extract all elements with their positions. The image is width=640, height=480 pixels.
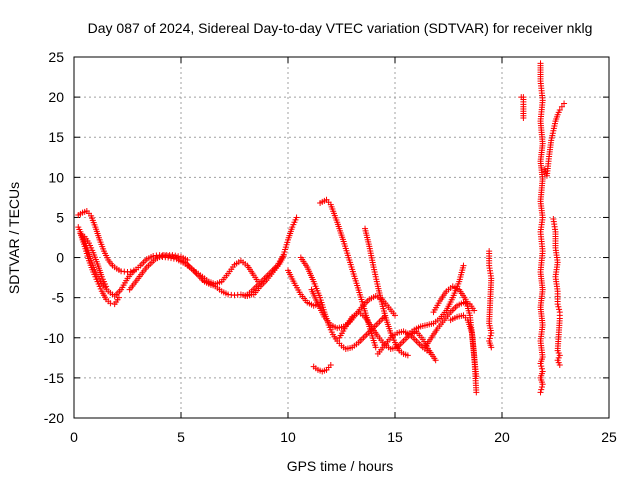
series-sat-i (250, 252, 287, 298)
data-point (107, 300, 114, 307)
data-point (404, 352, 411, 359)
data-point (372, 344, 379, 351)
y-tick-label: 10 (48, 169, 64, 185)
data-point (487, 332, 494, 339)
y-tick-label: -10 (44, 330, 64, 346)
series-sat-p (362, 225, 411, 359)
y-tick-label: 15 (48, 129, 64, 145)
data-point (555, 303, 562, 310)
y-tick-label: 0 (56, 250, 64, 266)
series-sat-w (518, 94, 527, 121)
data-point (473, 389, 480, 396)
data-point (293, 214, 300, 221)
series-sat-g (199, 277, 255, 300)
data-point (556, 306, 563, 313)
y-tick-label: 20 (48, 89, 64, 105)
data-point (539, 381, 546, 388)
data-point (165, 254, 172, 261)
data-point (170, 255, 177, 262)
data-point (169, 252, 176, 259)
series-sat-v (486, 248, 495, 351)
data-point (426, 349, 433, 356)
data-point (175, 253, 182, 260)
x-axis-label: GPS time / hours (287, 458, 394, 474)
data-point (392, 312, 398, 319)
data-point (130, 267, 137, 274)
series-sat-y (541, 100, 568, 179)
plot-frame (73, 56, 610, 419)
series-sat-z (550, 216, 563, 369)
data-point (184, 256, 191, 263)
y-axis-label: SDTVAR / TECUs (6, 182, 22, 294)
data-point (561, 100, 568, 107)
series-sat-n (317, 196, 379, 351)
x-tick-label: 20 (494, 429, 510, 445)
x-tick-label: 15 (387, 429, 403, 445)
data-point (556, 106, 563, 113)
series-sat-u (447, 312, 480, 396)
series-sat-x (537, 60, 546, 396)
data-point (172, 252, 179, 259)
data-point (488, 329, 495, 336)
y-tick-label: 25 (48, 49, 64, 65)
data-point (103, 283, 110, 290)
data-point (538, 363, 545, 370)
data-point (520, 114, 527, 121)
series-sat-d (81, 233, 110, 290)
data-point (537, 389, 544, 396)
data-point (280, 252, 287, 259)
data-point (488, 344, 495, 351)
x-tick-label: 10 (280, 429, 296, 445)
series-sat-c (77, 230, 122, 308)
data-point (554, 301, 561, 308)
series-sat-e (126, 252, 191, 293)
y-tick-label: 5 (56, 209, 64, 225)
data-point (115, 294, 122, 301)
data-point (327, 362, 334, 369)
data-point (460, 262, 467, 269)
data-point (538, 383, 545, 390)
data-point (556, 362, 563, 369)
x-tick-label: 25 (601, 429, 617, 445)
data-point (432, 357, 439, 364)
chart-title: Day 087 of 2024, Sidereal Day-to-day VTE… (88, 20, 593, 36)
y-tick-label: -15 (44, 370, 64, 386)
data-point (168, 255, 175, 262)
data-points (75, 60, 568, 396)
x-tick-label: 0 (70, 429, 78, 445)
x-tick-label: 5 (177, 429, 185, 445)
series-sat-r (404, 262, 467, 338)
series-sat-m (310, 362, 334, 375)
data-point (538, 386, 545, 393)
y-tick-label: -20 (44, 410, 64, 426)
y-tick-label: -5 (52, 290, 65, 306)
data-point (537, 360, 544, 367)
data-point (471, 307, 478, 314)
data-point (558, 103, 565, 110)
